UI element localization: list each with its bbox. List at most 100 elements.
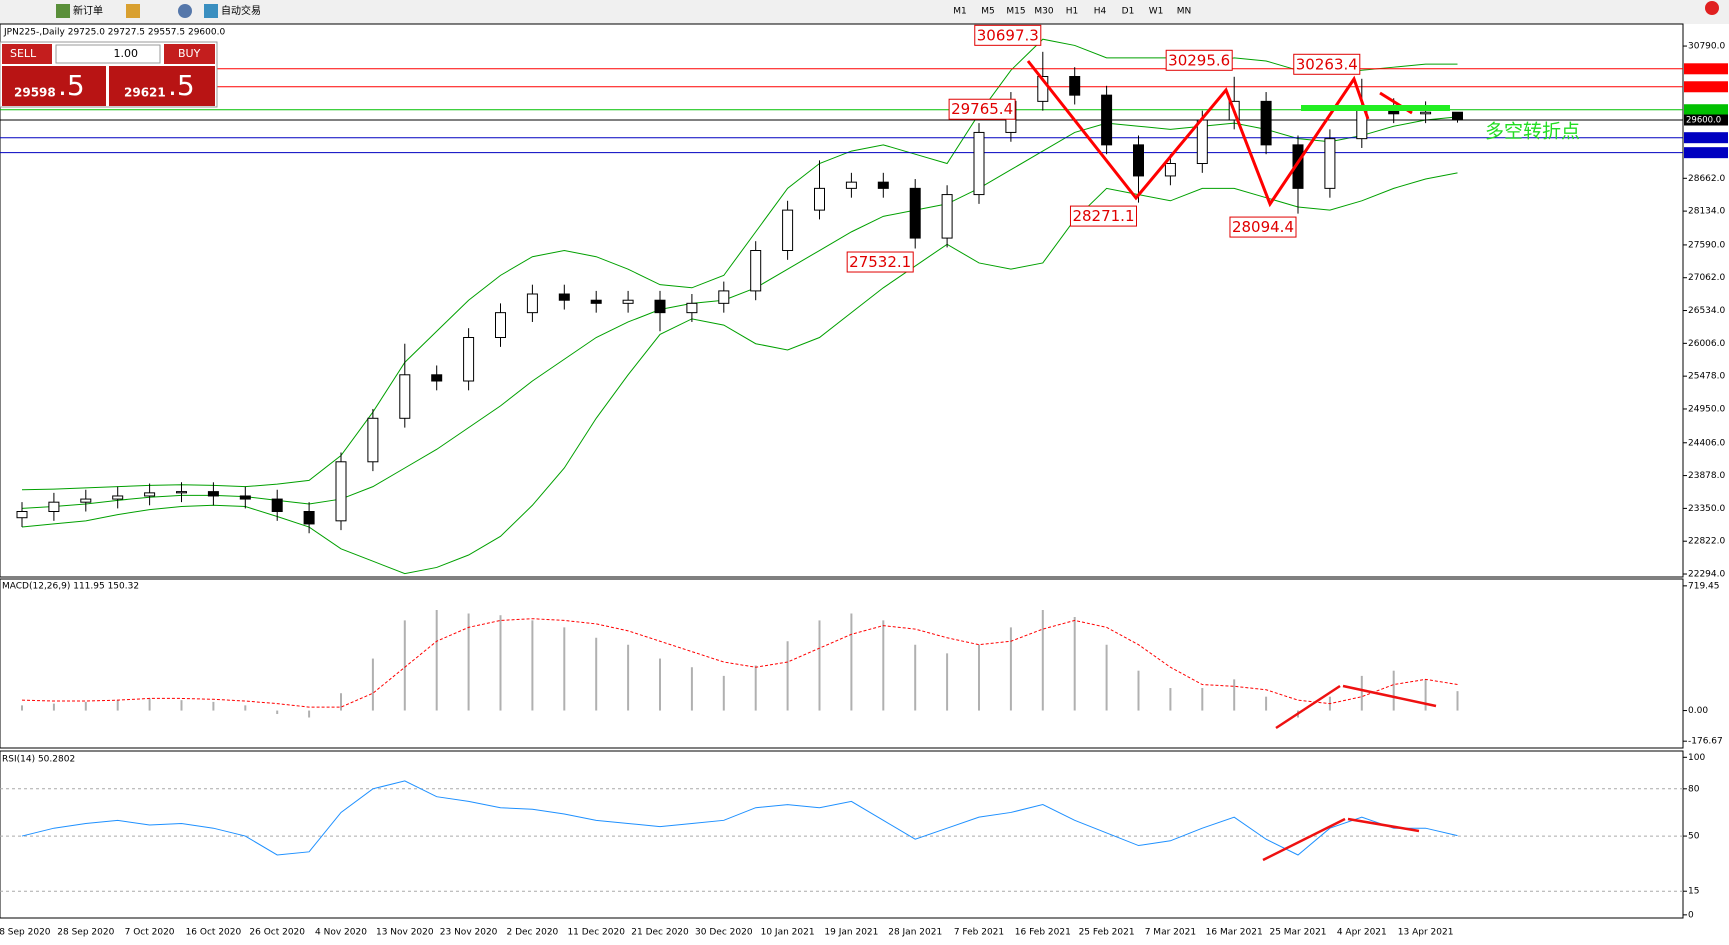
timeframe[interactable]: D1 bbox=[1122, 7, 1135, 17]
sell-price-box[interactable] bbox=[2, 66, 106, 106]
y-tick-label: 24406.0 bbox=[1688, 438, 1725, 448]
bollinger-band bbox=[21, 172, 1458, 575]
price-annotation: 28094.4 bbox=[1232, 218, 1294, 236]
candle-body bbox=[1133, 144, 1144, 177]
candle-body bbox=[1069, 76, 1081, 96]
arrow bbox=[1342, 684, 1437, 708]
buy-price-box[interactable] bbox=[109, 66, 215, 106]
y-tick-label: 100 bbox=[1688, 753, 1705, 763]
y-tick-label: 22294.0 bbox=[1688, 570, 1725, 580]
candle-body bbox=[271, 498, 283, 513]
buy-label[interactable]: BUY bbox=[178, 47, 201, 60]
icon[interactable] bbox=[204, 4, 218, 18]
price-annotation: 27532.1 bbox=[849, 253, 911, 271]
candle-body bbox=[654, 299, 666, 314]
candle-body bbox=[239, 495, 251, 500]
candle-body bbox=[558, 293, 570, 301]
y-tick-label: 25478.0 bbox=[1688, 372, 1725, 382]
candle-body bbox=[973, 131, 985, 196]
y-tick-label: 30790.0 bbox=[1688, 42, 1725, 52]
x-tick-label: 10 Jan 2021 bbox=[761, 928, 815, 938]
price-level-box bbox=[1684, 114, 1728, 126]
candle-body bbox=[144, 492, 156, 497]
candle-body bbox=[718, 290, 730, 304]
timeframe[interactable]: MN bbox=[1177, 7, 1192, 17]
arrow bbox=[1347, 817, 1420, 833]
candle-body bbox=[1196, 119, 1208, 165]
y-tick-label: 28134.0 bbox=[1688, 207, 1725, 217]
timeframe[interactable]: M30 bbox=[1034, 7, 1053, 17]
price-level-box bbox=[1684, 132, 1728, 144]
y-tick-label: 15 bbox=[1688, 887, 1699, 897]
candle-body bbox=[112, 495, 124, 500]
price-level-box bbox=[1684, 63, 1728, 75]
bollinger-band bbox=[21, 116, 1458, 509]
y-tick-label: 50 bbox=[1688, 832, 1700, 842]
buy-button[interactable] bbox=[164, 44, 215, 64]
timeframe[interactable]: H4 bbox=[1094, 7, 1107, 17]
candle-body bbox=[207, 491, 219, 497]
x-tick-label: 16 Feb 2021 bbox=[1015, 928, 1071, 938]
icon[interactable] bbox=[56, 4, 70, 18]
candle-body bbox=[1164, 163, 1176, 177]
buy-price-pips[interactable]: .5 bbox=[168, 69, 195, 102]
candle-body bbox=[335, 461, 347, 522]
x-tick-label: 7 Feb 2021 bbox=[954, 928, 1004, 938]
x-tick-label: 18 Sep 2020 bbox=[0, 928, 51, 938]
sell-label[interactable]: SELL bbox=[10, 47, 37, 60]
candle-body bbox=[814, 187, 825, 211]
x-tick-label: 25 Feb 2021 bbox=[1079, 928, 1135, 938]
timeframe[interactable]: M15 bbox=[1006, 7, 1025, 17]
volume[interactable]: 1.00 bbox=[114, 47, 139, 60]
timeframe[interactable]: H1 bbox=[1066, 7, 1079, 17]
timeframe[interactable]: W1 bbox=[1149, 7, 1164, 17]
rsi-pane bbox=[0, 750, 1684, 919]
auto-trading[interactable]: 自动交易 bbox=[221, 4, 261, 17]
candle-body bbox=[303, 511, 315, 525]
annotation-box bbox=[1229, 216, 1297, 238]
buy-price[interactable]: 29621 bbox=[124, 86, 166, 100]
sell-price[interactable]: 29598 bbox=[14, 86, 56, 100]
x-tick-label: 7 Mar 2021 bbox=[1145, 928, 1196, 938]
x-tick-label: 4 Apr 2021 bbox=[1337, 928, 1387, 938]
x-tick-label: 23 Nov 2020 bbox=[440, 928, 498, 938]
timeframes: M1 M5 M15 M30 H1 H4 D1 W1 MN bbox=[953, 7, 1191, 17]
y-tick-label: 23878.0 bbox=[1688, 471, 1725, 481]
sell-price-pips[interactable]: .5 bbox=[58, 69, 85, 102]
candle-body bbox=[590, 299, 602, 304]
volume-input[interactable] bbox=[55, 44, 161, 64]
x-tick-label: 28 Jan 2021 bbox=[888, 928, 942, 938]
icon[interactable] bbox=[126, 4, 140, 18]
y-tick-label: 80 bbox=[1688, 784, 1700, 794]
y-tick-label: 26534.0 bbox=[1688, 306, 1725, 316]
rsi-line bbox=[21, 780, 1458, 856]
signal-line bbox=[21, 618, 1458, 708]
timeframe[interactable]: M1 bbox=[953, 7, 967, 17]
toolbar bbox=[0, 0, 1729, 24]
price-annotation: 30263.4 bbox=[1296, 55, 1358, 73]
plot: 30790.0 28662.0 28134.0 27590.0 27062.0 26534… bbox=[0, 24, 1728, 938]
price-level-box bbox=[1684, 104, 1728, 116]
sell-button[interactable] bbox=[2, 44, 52, 64]
candle-body bbox=[877, 181, 889, 189]
arrow bbox=[1275, 684, 1341, 730]
alert-icon[interactable] bbox=[1705, 1, 1719, 15]
candle-body bbox=[782, 209, 794, 252]
y-tick-label: 26006.0 bbox=[1688, 339, 1725, 349]
new-order[interactable]: 新订单 bbox=[73, 4, 103, 17]
x-tick-label: 7 Oct 2020 bbox=[125, 928, 175, 938]
x-tick-label: 11 Dec 2020 bbox=[567, 928, 625, 938]
candle-body bbox=[845, 181, 857, 189]
price-annotation: 29765.4 bbox=[951, 100, 1013, 118]
indicator-title: RSI(14) 50.2802 bbox=[2, 755, 75, 765]
divergence-arrows bbox=[1262, 684, 1437, 862]
annotation-box bbox=[1165, 49, 1233, 71]
annotation-box bbox=[1293, 53, 1361, 75]
icon[interactable] bbox=[178, 4, 192, 18]
x-tick-label: 30 Dec 2020 bbox=[695, 928, 753, 938]
y-tick-label: 0 bbox=[1688, 910, 1694, 920]
trade-panel: SELL 1.00 BUY 29598 .5 29621 .5 bbox=[0, 41, 218, 108]
timeframe[interactable]: M5 bbox=[981, 7, 995, 17]
candle-body bbox=[750, 250, 762, 292]
